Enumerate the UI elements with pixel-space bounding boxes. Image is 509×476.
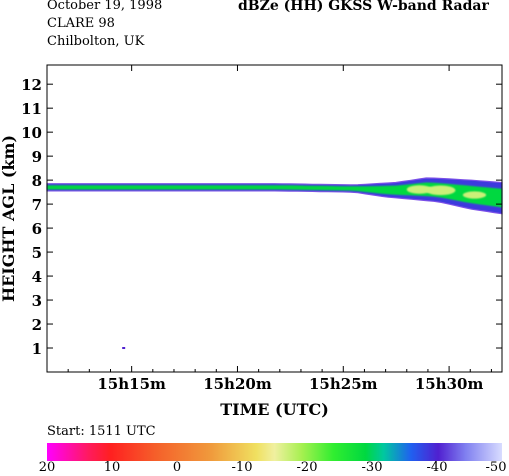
x-tick-label: 15h25m [309,375,378,393]
colorbar-tick-label: 0 [172,460,182,475]
header-date: October 19, 1998 [47,0,163,13]
colorbar-tick-label: -10 [231,460,253,475]
x-tick-label: 15h15m [97,375,166,393]
y-tick-label: 5 [32,244,42,262]
header-campaign: CLARE 98 [47,16,115,31]
y-tick-label: 6 [32,220,42,238]
header-location: Chilbolton, UK [47,34,145,49]
y-tick-label: 11 [21,100,42,118]
y-tick-label: 12 [21,76,42,94]
colorbar-tick-labels: 20 10 0 -10 -20 -30 -40 -50 [0,460,509,476]
chart-title: dBZe (HH) GKSS W-band Radar [238,0,489,14]
y-axis-label: HEIGHT AGL (km) [0,135,18,302]
x-tick-label: 15h30m [415,375,484,393]
isolated-echo [122,347,126,350]
x-tick-label: 15h20m [203,375,272,393]
y-tick-label: 1 [32,340,42,358]
colorbar-tick-label: -30 [361,460,383,475]
echo-core-cell [406,185,433,194]
colorbar [47,443,502,461]
y-tick-label: 7 [32,196,42,214]
y-tick-label: 10 [21,124,42,142]
plot-frame [46,64,503,373]
echo-layer-core [47,182,502,208]
echo-core-cell [425,185,456,196]
colorbar-tick-label: -20 [296,460,318,475]
y-tick-label: 8 [32,172,42,190]
y-tick-label: 3 [32,292,42,310]
colorbar-start-label: Start: 1511 UTC [47,424,156,439]
y-tick-label: 2 [32,316,42,334]
colorbar-tick-label: -40 [426,460,448,475]
echo-core-cell [462,191,487,199]
y-tick-label: 9 [32,148,42,166]
colorbar-tick-label: 20 [38,460,56,475]
y-tick-label: 4 [32,268,42,286]
colorbar-tick-label: -50 [485,460,507,475]
x-axis-label: TIME (UTC) [220,400,329,419]
plot-area [47,65,502,372]
colorbar-tick-label: 10 [103,460,121,475]
